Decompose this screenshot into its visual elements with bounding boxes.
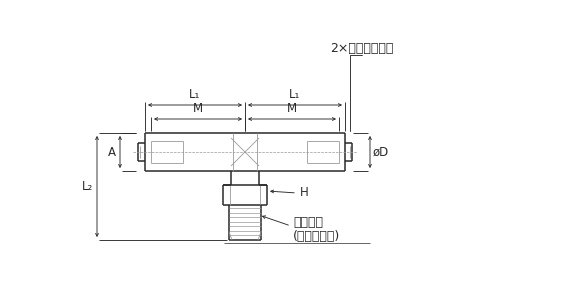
Text: L₁: L₁	[189, 88, 201, 101]
Text: øD: øD	[373, 146, 389, 158]
Text: M: M	[287, 102, 297, 115]
Text: 接続ねじ: 接続ねじ	[293, 217, 323, 230]
Text: A: A	[108, 146, 116, 158]
Text: 2×適用チューブ: 2×適用チューブ	[330, 41, 394, 55]
Text: (シール剤付): (シール剤付)	[293, 230, 340, 242]
Text: L₁: L₁	[289, 88, 301, 101]
Text: H: H	[300, 187, 309, 200]
Text: L₂: L₂	[82, 180, 93, 193]
Text: M: M	[193, 102, 203, 115]
